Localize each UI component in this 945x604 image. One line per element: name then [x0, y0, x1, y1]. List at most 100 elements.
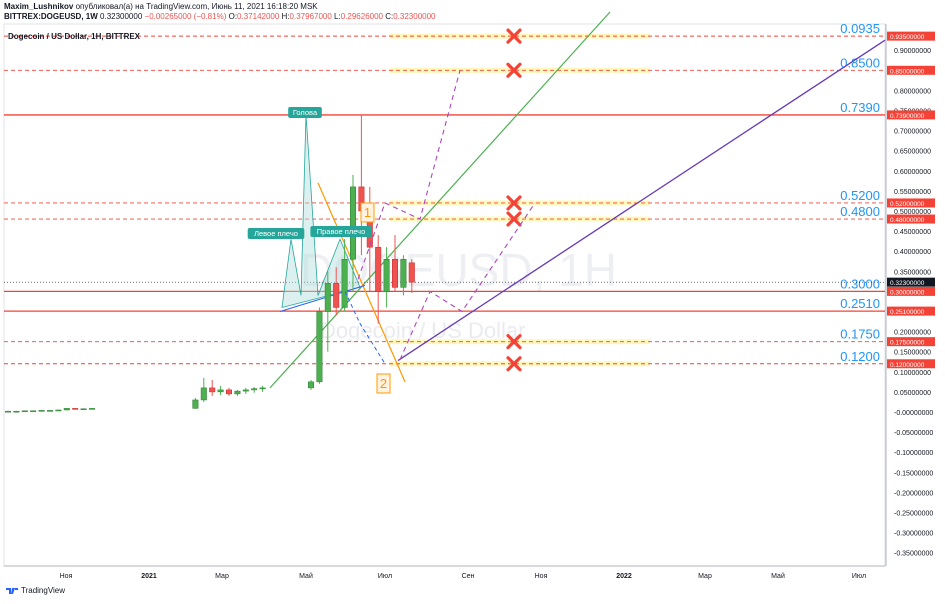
candle-body	[38, 410, 45, 412]
y-tick-label: -0.00000000	[894, 410, 933, 417]
level-price-tag-text: 0.85000000	[890, 68, 925, 75]
candle-body	[400, 258, 407, 288]
head-label-bg	[288, 107, 322, 118]
level-price-tag-text: 0.30000000	[890, 289, 925, 296]
x-tick-label: Ноя	[535, 573, 548, 580]
level-price-tag	[887, 214, 935, 224]
x-tick-label: Май	[771, 572, 785, 580]
level-highlight	[390, 67, 650, 73]
level-price-tag	[887, 198, 935, 208]
level-label: 0.2510	[840, 296, 880, 311]
candle-body	[200, 387, 207, 401]
y-tick-label: -0.20000000	[894, 490, 933, 497]
head-label: Голова	[293, 108, 318, 117]
candle-body	[259, 387, 266, 390]
tradingview-footer[interactable]: TradingView	[6, 586, 65, 595]
level-label: 0.4800	[840, 204, 880, 219]
level-price-tag	[887, 110, 935, 120]
x-tick-label: Июл	[852, 573, 866, 580]
publish-line: Maxim_Lushnikov опубликовал(а) на Tradin…	[4, 2, 318, 11]
candle-body	[209, 387, 216, 393]
candle-body	[341, 258, 348, 308]
y-tick-label: -0.25000000	[894, 511, 933, 518]
level-price-tag-text: 0.73900000	[890, 113, 925, 120]
candle-body	[383, 258, 390, 292]
y-tick-label: 0.50000000	[894, 209, 931, 216]
close-label: C:	[385, 12, 394, 21]
candle-body	[21, 410, 28, 413]
y-tick-label: 0.35000000	[894, 269, 931, 276]
cross-mark-icon	[506, 195, 522, 211]
y-tick-label: -0.30000000	[894, 531, 933, 538]
x-tick-label: Ноя	[60, 573, 73, 580]
level-label: 0.1750	[840, 327, 880, 342]
scenario1-path	[357, 70, 461, 280]
candle-body	[333, 283, 340, 308]
level-price-tag-text: 0.52000000	[890, 201, 925, 208]
head-shoulders-pattern	[281, 114, 361, 309]
level-price-tag-text: 0.48000000	[890, 217, 925, 224]
open-value: 0.37142000	[237, 12, 280, 21]
level-label: 0.3000	[840, 276, 880, 291]
y-tick-label: 0.40000000	[894, 249, 931, 256]
cross-mark-icon	[506, 62, 522, 78]
candle-body	[234, 390, 241, 395]
low-value: 0.29626000	[340, 12, 383, 21]
cross-mark-icon	[506, 334, 522, 350]
level-price-tag	[887, 337, 935, 347]
low-label: L:	[334, 12, 341, 21]
left-shoulder-label: Левое плечо	[254, 229, 298, 238]
close-value: 0.32300000	[393, 12, 436, 21]
level-label: 0.8500	[840, 55, 880, 70]
candle-body	[408, 262, 415, 283]
y-tick-label: 0.90000000	[894, 48, 931, 55]
level-price-tag	[887, 359, 935, 369]
price-change: −0.00265000 (−0.81%)	[144, 12, 227, 21]
open-label: O:	[228, 12, 238, 21]
x-tick-label: Сен	[462, 573, 475, 580]
high-label: H:	[281, 12, 290, 21]
scenario-1-label: 1	[364, 205, 371, 220]
candle-body	[350, 186, 356, 260]
last-price-tag	[887, 277, 935, 287]
y-tick-label: 0.45000000	[894, 229, 931, 236]
last-price: 0.32300000	[100, 12, 143, 21]
level-price-tag	[887, 306, 935, 316]
x-tick-label: Мар	[215, 573, 229, 580]
orange-trendline	[317, 182, 406, 383]
level-label: 0.7390	[840, 100, 880, 115]
y-tick-label: 0.15000000	[894, 350, 931, 357]
level-highlight	[390, 200, 650, 206]
x-tick-label: 2022	[616, 573, 632, 580]
y-tick-label: -0.05000000	[894, 430, 933, 437]
level-label: 0.0935	[840, 21, 880, 36]
neckline	[279, 284, 366, 312]
right-shoulder-label-bg	[310, 226, 372, 237]
candle-body	[72, 408, 79, 410]
x-tick-label: Май	[299, 572, 313, 580]
scenario2-path	[399, 202, 536, 360]
right-shoulder-label: Правое плечо	[317, 227, 366, 236]
symbol-label: BITTREX:DOGEUSD, 1W	[4, 12, 98, 21]
y-tick-label: 0.05000000	[894, 390, 931, 397]
footer-brand: TradingView	[21, 586, 66, 595]
scenario-2-label: 2	[380, 376, 387, 391]
candle-body	[316, 311, 323, 383]
cross-mark-icon	[506, 356, 522, 372]
candle-body	[89, 408, 95, 410]
y-tick-label: -0.10000000	[894, 450, 933, 457]
blue-projection	[344, 291, 386, 365]
candle-body	[226, 389, 232, 395]
author-name: Maxim_Lushnikov	[4, 2, 74, 11]
tradingview-logo-icon	[6, 587, 18, 594]
y-tick-label: -0.15000000	[894, 470, 933, 477]
scenario-1-label-box	[360, 202, 375, 223]
candle-body	[30, 410, 37, 413]
candle-body	[47, 410, 53, 412]
ohlc-line: BITTREX:DOGEUSD, 1W 0.32300000 −0.002650…	[4, 12, 435, 21]
level-highlight	[390, 216, 650, 222]
chart-title: Dogecoin / US Dollar, 1H, BITTREX	[8, 32, 141, 41]
level-highlight	[390, 339, 650, 345]
candle-body	[63, 408, 70, 411]
